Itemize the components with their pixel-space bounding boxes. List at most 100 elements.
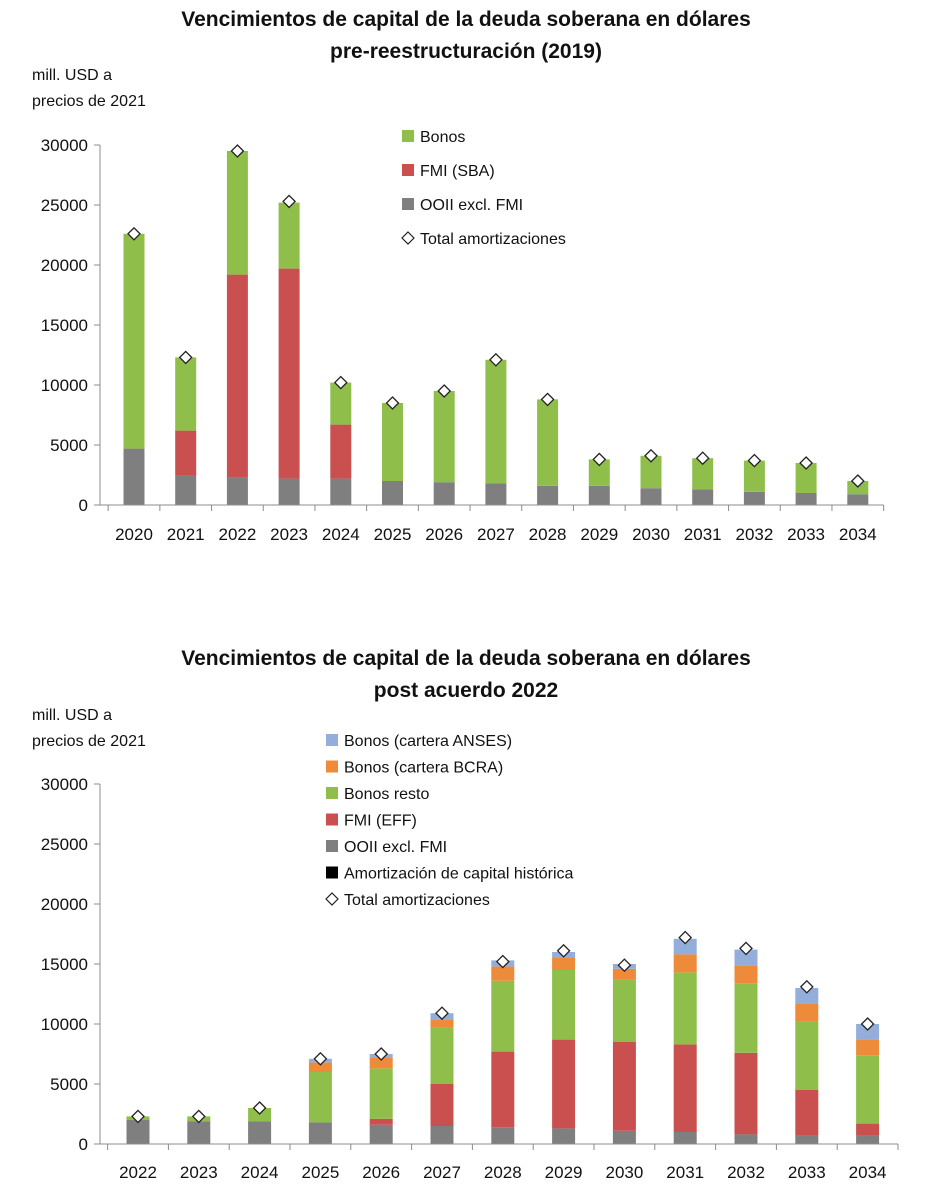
legend-swatch-total-amortizaciones	[401, 231, 415, 245]
bar-segment-bonos	[640, 455, 662, 489]
x-tick-label: 2032	[735, 525, 773, 544]
total-marker	[178, 350, 193, 365]
legend-label: Total amortizaciones	[344, 892, 490, 909]
legend-swatch-bonos-cartera-anses	[326, 734, 338, 746]
bar-segment-ooii-excl-fmi	[847, 494, 869, 505]
legend-label: OOII excl. FMI	[420, 197, 523, 214]
y-tick-label: 15000	[41, 316, 88, 335]
bar-segment-bonos-cartera-bcra	[734, 965, 758, 984]
bar-segment-fmi-eff	[734, 1052, 758, 1135]
bar-segment-ooii-excl-fmi	[612, 1130, 636, 1144]
bar-segment-bonos-cartera-bcra	[795, 1003, 819, 1022]
total-marker	[385, 396, 400, 410]
legend-swatch-total-amortizaciones	[325, 892, 339, 906]
bar-segment-ooii-excl-fmi	[248, 1121, 272, 1144]
bar-segment-bonos-cartera-anses	[673, 938, 697, 955]
x-tick-label: 2027	[477, 525, 515, 544]
bar-segment-ooii-excl-fmi	[537, 485, 559, 505]
bar-segment-bonos-cartera-bcra	[673, 954, 697, 973]
x-tick-label: 2031	[684, 525, 722, 544]
bar-segment-bonos	[278, 202, 300, 269]
bar-segment-bonos-cartera-bcra	[369, 1057, 393, 1069]
total-marker	[540, 392, 555, 407]
bar-segment-ooii-excl-fmi	[552, 1128, 576, 1144]
x-tick-label: 2022	[119, 1163, 157, 1182]
bar-segment-ooii-excl-fmi	[692, 489, 714, 505]
x-tick-label: 2024	[322, 525, 360, 544]
x-tick-label: 2022	[218, 525, 256, 544]
total-marker	[131, 1109, 145, 1124]
legend-swatch-fmi-eff	[326, 813, 338, 826]
bar-segment-ooii-excl-fmi	[856, 1135, 880, 1144]
legend-swatch-fmi-sba	[402, 164, 414, 176]
total-marker	[252, 1101, 267, 1115]
bar-segment-bonos-cartera-anses	[795, 988, 819, 1004]
x-tick-label: 2029	[580, 525, 618, 544]
total-marker	[695, 451, 710, 466]
bar-segment-ooii-excl-fmi	[308, 1122, 332, 1144]
x-tick-label: 2023	[180, 1163, 218, 1182]
bar-segment-ooii-excl-fmi	[369, 1124, 393, 1144]
legend-label: Bonos resto	[344, 786, 429, 803]
bar-segment-bonos	[795, 463, 817, 493]
x-tick-label: 2026	[362, 1163, 400, 1182]
y-tick-label: 30000	[41, 136, 88, 155]
bar-segment-bonos	[175, 357, 197, 431]
total-marker	[488, 352, 503, 367]
total-marker	[739, 941, 753, 956]
bar-segment-bonos-resto	[308, 1072, 332, 1123]
x-tick-label: 2033	[787, 525, 825, 544]
bar-segment-bonos-resto	[734, 983, 758, 1053]
legend-label: Bonos (cartera BCRA)	[344, 760, 503, 777]
y-tick-label: 0	[79, 496, 88, 515]
legend-swatch-bonos	[402, 130, 414, 142]
x-tick-label: 2032	[727, 1163, 765, 1182]
chart-title: Vencimientos de capital de la deuda sobe…	[181, 647, 751, 670]
bar-segment-bonos-cartera-anses	[734, 949, 758, 966]
bar-segment-ooii-excl-fmi	[588, 485, 610, 505]
x-tick-label: 2025	[301, 1163, 339, 1182]
bar-segment-ooii-excl-fmi	[187, 1121, 211, 1144]
x-tick-label: 2034	[839, 525, 877, 544]
bar-segment-ooii-excl-fmi	[382, 481, 403, 505]
bar-segment-fmi-eff	[795, 1090, 819, 1136]
y-tick-label: 5000	[50, 436, 88, 455]
bar-segment-ooii-excl-fmi	[430, 1126, 454, 1144]
y-tick-label: 20000	[41, 256, 88, 275]
bar-segment-fmi-eff	[856, 1123, 880, 1136]
bar-segment-bonos	[743, 460, 765, 492]
chart-post-acuerdo: Vencimientos de capital de la deuda sobe…	[32, 647, 899, 1182]
x-tick-label: 2029	[545, 1163, 583, 1182]
total-marker	[556, 943, 571, 958]
bar-segment-bonos-resto	[369, 1068, 393, 1119]
bar-segment-ooii-excl-fmi	[226, 477, 248, 505]
bar-segment-fmi-sba	[175, 430, 197, 475]
legend-label: FMI (EFF)	[344, 813, 417, 830]
x-tick-label: 2028	[484, 1163, 522, 1182]
x-tick-label: 2020	[115, 525, 153, 544]
total-marker	[799, 456, 814, 470]
bar-segment-bonos-cartera-bcra	[552, 958, 576, 970]
bar-segment-ooii-excl-fmi	[734, 1134, 758, 1144]
bar-segment-ooii-excl-fmi	[126, 1120, 150, 1144]
total-marker	[127, 226, 141, 241]
bar-segment-ooii-excl-fmi	[278, 478, 300, 505]
y-unit-label-line2: precios de 2021	[32, 733, 146, 750]
y-tick-label: 25000	[41, 196, 88, 215]
bar-segment-bonos-resto	[856, 1055, 880, 1124]
legend-label: Bonos (cartera ANSES)	[344, 733, 512, 750]
y-tick-label: 20000	[41, 895, 88, 914]
legend-swatch-ooii-excl-fmi	[326, 840, 338, 852]
bar-segment-bonos	[433, 391, 455, 483]
bar-segment-ooii-excl-fmi	[330, 478, 352, 505]
bar-segment-fmi-sba	[226, 274, 248, 478]
bar-segment-bonos-cartera-bcra	[430, 1019, 454, 1028]
x-tick-label: 2026	[425, 525, 463, 544]
chart-subtitle: post acuerdo 2022	[374, 679, 558, 702]
x-tick-label: 2023	[270, 525, 308, 544]
total-marker	[860, 1017, 875, 1031]
y-tick-label: 25000	[41, 835, 88, 854]
bar-segment-fmi-eff	[673, 1044, 697, 1132]
total-marker	[435, 1006, 449, 1021]
x-tick-label: 2027	[423, 1163, 461, 1182]
